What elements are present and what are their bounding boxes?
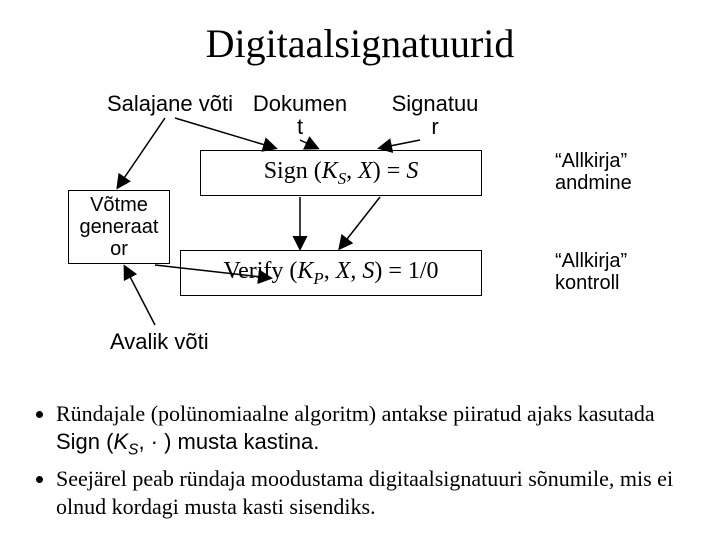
b1-K: K [113,429,128,454]
bullet-list: Ründajale (polünomiaalne algoritm) antak… [30,400,690,526]
slide: Digitaalsignatuurid Salajane võti Dokume… [0,0,720,540]
box-verify: Verify (KP, X, S) = 1/0 [180,250,482,296]
slide-title: Digitaalsignatuurid [0,20,720,67]
verify-S: S [362,258,374,284]
side-sign-l1: “Allkirja” [555,150,627,172]
sign-S: S [406,158,418,184]
verify-X: X [336,258,351,284]
sign-suffix: ) = [373,158,407,184]
b1-sign-prefix: Sign ( [56,429,113,454]
b1-sign-suffix: , · ) musta kastina. [138,429,319,454]
side-sign-l2: andmine [555,172,632,194]
label-document-l2: t [297,114,303,139]
label-document-l1: Dokumen [253,91,347,116]
verify-Ksub: P [313,269,323,288]
box-keygen: Võtme generaat or [68,190,170,264]
label-signature: Signatuu r [385,92,485,138]
sign-X: X [358,158,373,184]
bullet-1: Ründajale (polünomiaalne algoritm) antak… [56,400,690,459]
side-verify: “Allkirja” kontroll [555,250,627,294]
label-public-key: Avalik võti [110,330,209,353]
keygen-l2: generaat [80,216,159,238]
bullet-2: Seejärel peab ründaja moodustama digitaa… [56,465,690,520]
sign-Ksub: S [338,169,346,188]
keygen-l3: or [110,238,128,260]
keygen-l1: Võtme [90,194,148,216]
verify-suffix: ) = 1/0 [374,258,438,284]
label-signature-l2: r [431,114,438,139]
verify-mid1: , [324,258,336,284]
sign-K: K [322,158,338,184]
label-document: Dokumen t [250,92,350,138]
sign-prefix: Sign ( [264,158,322,184]
b1-prefix: Ründajale (polünomiaalne algoritm) antak… [56,401,655,426]
verify-mid2: , [350,258,362,284]
label-secret-key: Salajane võti [100,92,240,115]
b1-Ksub: S [128,441,138,458]
sign-mid: , [346,158,358,184]
side-verify-l2: kontroll [555,272,619,294]
verify-K: K [297,258,313,284]
side-verify-l1: “Allkirja” [555,250,627,272]
box-sign: Sign (KS, X) = S [200,150,482,196]
label-signature-l1: Signatuu [392,91,479,116]
verify-prefix: Verify ( [223,258,297,284]
side-sign: “Allkirja” andmine [555,150,632,194]
